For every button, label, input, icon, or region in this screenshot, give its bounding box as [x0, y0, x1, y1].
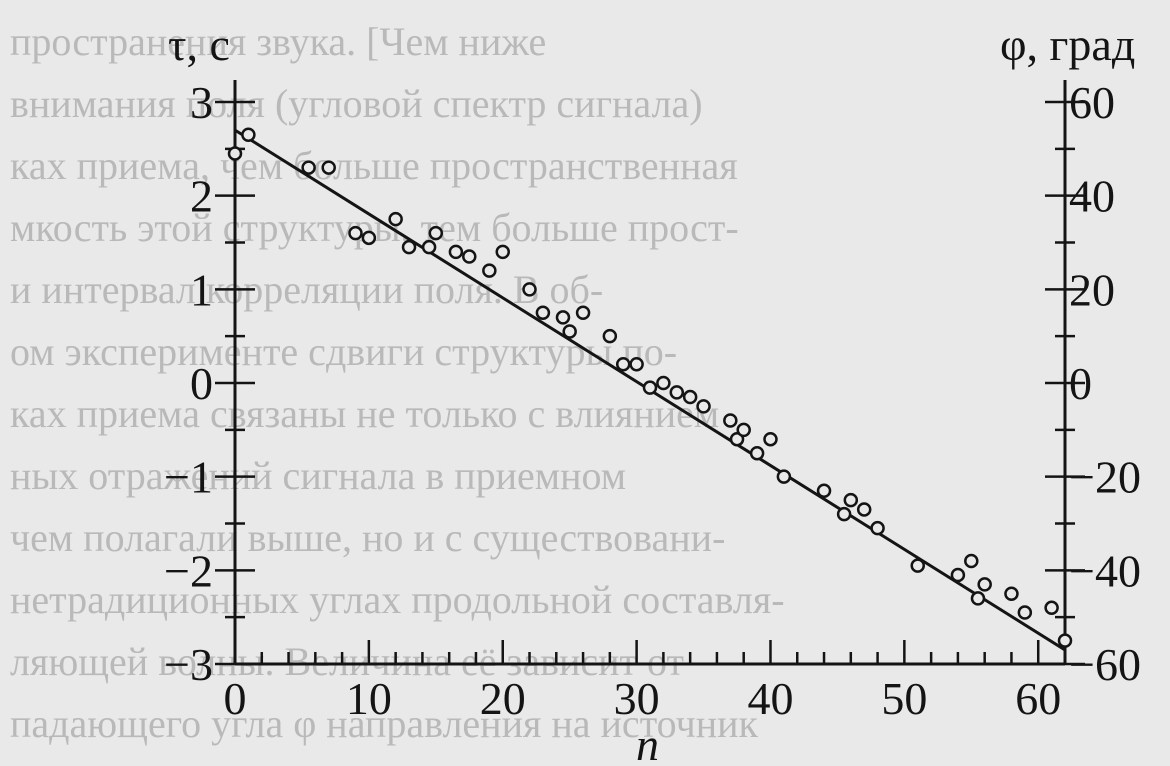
x-axis-label: n — [636, 719, 659, 766]
background-text-line: нетрадиционных углах продольной составля… — [10, 577, 785, 622]
data-point — [1044, 600, 1059, 616]
data-point — [669, 385, 685, 400]
data-point — [348, 225, 363, 241]
y2-axis-label: φ, град — [1000, 19, 1135, 70]
data-point — [977, 577, 992, 592]
data-point — [723, 413, 738, 428]
data-point — [950, 567, 966, 583]
y-tick-label: −1 — [164, 452, 213, 503]
data-point — [970, 591, 986, 606]
data-point — [776, 469, 792, 484]
background-text-line: чем полагали выше, но и с существовани- — [10, 515, 725, 560]
data-point — [575, 305, 591, 320]
y2-tick-label: 20 — [1069, 264, 1115, 315]
background-text-line: ных отражений сигнала в приемном — [10, 453, 626, 498]
x-tick-label: 10 — [346, 673, 392, 724]
data-point — [615, 357, 631, 372]
data-point — [656, 375, 671, 391]
x-tick-label: 20 — [480, 673, 526, 724]
x-tick-label: 0 — [224, 673, 247, 724]
background-text-line: ках приема связаны не только с влиянием — [10, 391, 719, 436]
x-tick-label: 40 — [747, 673, 793, 724]
background-text-line: внимания поля (угловой спектр сигнала) — [10, 81, 703, 126]
axes — [233, 80, 1067, 666]
data-point — [629, 357, 644, 372]
data-point — [535, 305, 551, 320]
data-point — [642, 380, 658, 395]
data-point — [836, 506, 852, 522]
data-point — [462, 249, 477, 264]
y-tick-label: 1 — [190, 264, 213, 315]
data-point — [321, 160, 336, 175]
data-point — [870, 520, 885, 536]
data-point — [749, 446, 765, 461]
background-text-line: падающего угла φ направления на источник — [10, 701, 759, 746]
data-point — [696, 399, 711, 414]
data-point — [843, 492, 859, 508]
data-point — [910, 558, 925, 573]
data-point — [856, 502, 872, 517]
data-point — [1017, 605, 1033, 620]
y-tick-label: −2 — [164, 545, 213, 596]
data-point — [736, 422, 751, 438]
data-point — [448, 244, 464, 260]
data-point — [401, 239, 417, 255]
background-text-line: мкость этой структуры, тем больше прост- — [10, 205, 739, 250]
x-tick-label: 50 — [881, 673, 927, 724]
data-point — [816, 483, 832, 498]
y-tick-label: 3 — [190, 77, 213, 128]
ticks — [215, 100, 1085, 666]
background-text-line: пространения звука. [Чем ниже — [10, 19, 546, 64]
y-axis-label: τ, с — [168, 19, 230, 70]
y-tick-label: 2 — [190, 171, 213, 222]
data-points — [227, 127, 1073, 648]
data-point — [301, 160, 316, 175]
y-tick-label: 0 — [190, 358, 213, 409]
background-text-line: ках приема, чем больше пространственная — [10, 143, 738, 188]
x-tick-label: 60 — [1015, 673, 1061, 724]
data-point — [1004, 586, 1019, 601]
y-tick-label: −3 — [164, 639, 213, 690]
y2-tick-label: 0 — [1069, 358, 1092, 409]
data-point — [241, 127, 256, 143]
y2-tick-label: −40 — [1069, 545, 1141, 596]
tick-labels: 0 10 20 30 40 50 60 −3 −2 −1 0 1 2 3 −60 −40 −20 0 20 40 60 — [164, 77, 1141, 724]
data-point — [729, 431, 745, 447]
background-text-line: и интервал корреляции поля. В об- — [10, 267, 603, 312]
data-point — [522, 282, 537, 297]
data-point — [361, 230, 377, 246]
data-point — [555, 310, 571, 325]
data-point — [495, 244, 510, 260]
data-point — [562, 324, 577, 339]
data-point — [964, 553, 979, 569]
data-point — [428, 225, 444, 241]
data-point — [763, 431, 778, 447]
data-point — [388, 211, 403, 227]
y2-tick-label: 60 — [1069, 77, 1115, 128]
x-tick-label: 30 — [614, 673, 660, 724]
y2-tick-label: −60 — [1069, 639, 1141, 690]
data-point — [602, 328, 618, 344]
y2-tick-label: 40 — [1069, 171, 1115, 222]
data-point — [1057, 633, 1073, 648]
y2-tick-label: −20 — [1069, 452, 1141, 503]
data-point — [482, 263, 497, 278]
data-point — [682, 389, 698, 405]
data-point — [227, 146, 243, 161]
background-text-line: ляющей волны. Величина её зависит от — [10, 639, 684, 684]
data-point — [421, 239, 437, 255]
background-text-line: ом эксперименте сдвиги структуры по- — [10, 329, 677, 374]
